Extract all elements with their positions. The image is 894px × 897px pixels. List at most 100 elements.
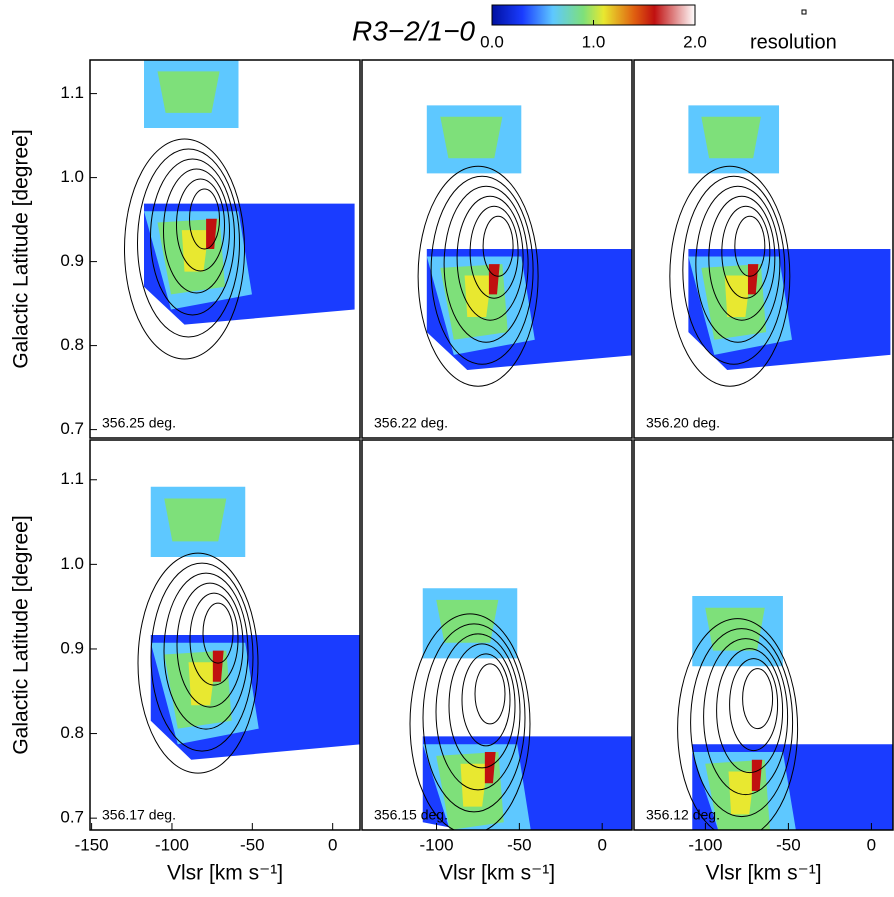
contour (189, 188, 220, 250)
map-region (164, 498, 227, 542)
beam-label: resolution (750, 31, 837, 53)
contour (677, 618, 799, 830)
beam (801, 9, 807, 15)
contour (469, 205, 519, 299)
frame (361, 59, 633, 439)
contour (448, 643, 516, 769)
contour (430, 175, 534, 365)
map (409, 588, 632, 830)
y-tick-label: 0.7 (60, 419, 84, 438)
x-tick-label: 0 (328, 835, 337, 854)
y-tick-label: 1.0 (60, 167, 84, 186)
map (669, 105, 891, 387)
x-tick-label: 0 (867, 835, 876, 854)
x-tick-label: -50 (776, 835, 801, 854)
contour (150, 562, 254, 752)
contour (729, 658, 779, 752)
contour (137, 148, 240, 338)
frame (89, 439, 361, 831)
contour (703, 638, 789, 796)
contour (721, 205, 771, 299)
contour (163, 168, 230, 294)
frame (633, 439, 894, 831)
colorbar-tick-label: 2.0 (683, 32, 707, 51)
map-region (212, 650, 224, 682)
map (124, 60, 355, 360)
panel-label: 356.22 deg. (374, 415, 448, 431)
map-region (728, 771, 755, 815)
panel-label: 356.25 deg. (102, 415, 176, 431)
contour (690, 628, 794, 818)
contour (734, 215, 766, 277)
contour (417, 165, 539, 387)
colorbar-tick-label: 1.0 (582, 32, 606, 51)
contour (124, 138, 245, 360)
contour (176, 178, 225, 272)
contour (189, 592, 239, 686)
contour (163, 572, 249, 730)
x-axis-label: Vlsr [km s⁻¹] (705, 862, 821, 885)
contour (409, 613, 531, 830)
contour (422, 623, 526, 813)
map-region (157, 71, 220, 113)
frame (361, 439, 633, 831)
panel-label: 356.17 deg. (102, 807, 176, 823)
y-axis-label: Galactic Latitude [degree] (10, 515, 33, 754)
contour (742, 668, 774, 730)
panel-label: 356.12 deg. (646, 807, 720, 823)
map-region (181, 230, 209, 272)
y-tick-label: 0.9 (60, 638, 84, 657)
x-tick-label: -100 (420, 835, 454, 854)
panel-label: 356.15 deg. (374, 807, 448, 823)
contour (708, 195, 776, 321)
colorbar-tick-label: 0.0 (480, 32, 504, 51)
contour (176, 582, 244, 708)
frame (633, 59, 894, 439)
y-tick-label: 1.0 (60, 554, 84, 573)
map (417, 105, 632, 387)
x-tick-label: -50 (240, 835, 265, 854)
map-region (464, 275, 492, 318)
x-tick-label: 0 (597, 835, 606, 854)
contour (137, 552, 259, 774)
contour (150, 158, 235, 316)
map-region (460, 763, 488, 807)
panel: 356.22 deg. (361, 59, 633, 439)
map-region (484, 752, 496, 784)
contour (716, 648, 784, 774)
contour (482, 215, 514, 277)
x-tick-label: -150 (75, 835, 109, 854)
y-tick-label: 0.9 (60, 251, 84, 270)
map-region (751, 759, 763, 791)
y-tick-label: 1.1 (60, 469, 84, 488)
map-region (747, 264, 759, 295)
x-tick-label: -100 (688, 835, 722, 854)
panel-label: 356.20 deg. (646, 415, 720, 431)
y-tick-label: 0.7 (60, 808, 84, 827)
contour (202, 602, 234, 664)
y-tick-label: 1.1 (60, 83, 84, 102)
map-region (440, 116, 503, 159)
map-region (724, 275, 751, 318)
panel: 356.25 deg. 0.7 0.8 0.9 1.0 1.1 Galactic Latit… (10, 59, 361, 439)
y-axis-label: Galactic Latitude [degree] (10, 129, 33, 368)
y-tick-label: 0.8 (60, 723, 84, 742)
map-region (488, 264, 500, 295)
panel: 356.17 deg. 0.7 0.8 0.9 1.0 1.1 -150 -100 -50 0 Ga… (10, 439, 361, 885)
map (677, 596, 893, 830)
x-axis-label: Vlsr [km s⁻¹] (167, 862, 283, 885)
contour (461, 653, 511, 747)
colorbar-title: R3−2/1−0 (352, 15, 475, 46)
contour (456, 195, 524, 321)
map (137, 486, 360, 774)
contour (669, 165, 791, 387)
panel: 356.12 deg. -100 -50 0 Vlsr [km s⁻¹] (633, 439, 894, 885)
map-region (701, 116, 761, 159)
panel: 356.15 deg. -100 -50 0 Vlsr [km s⁻¹] (361, 439, 633, 885)
map-region (436, 599, 499, 643)
contour (435, 633, 521, 791)
contour (682, 175, 786, 365)
y-tick-label: 0.8 (60, 335, 84, 354)
panel: 356.20 deg. (633, 59, 894, 439)
